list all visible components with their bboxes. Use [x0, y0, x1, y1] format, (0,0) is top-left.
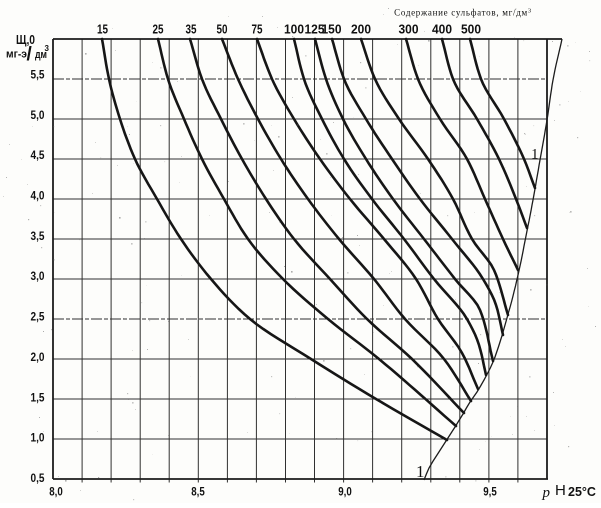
svg-text:Щ,0: Щ,0 — [16, 32, 35, 47]
svg-text:5,0: 5,0 — [31, 108, 45, 122]
svg-text:H: H — [555, 482, 566, 499]
svg-text:0,5: 0,5 — [31, 471, 45, 485]
svg-text:1: 1 — [531, 147, 539, 163]
svg-text:75: 75 — [252, 23, 263, 37]
svg-text:125: 125 — [305, 23, 325, 37]
svg-text:1: 1 — [416, 462, 425, 481]
svg-text:4,0: 4,0 — [31, 189, 45, 203]
svg-text:3,5: 3,5 — [31, 229, 45, 243]
svg-text:2,5: 2,5 — [31, 310, 45, 324]
svg-text:15: 15 — [97, 23, 108, 37]
svg-text:1,0: 1,0 — [31, 431, 45, 445]
svg-text:2,0: 2,0 — [31, 350, 45, 364]
svg-text:150: 150 — [322, 23, 342, 37]
svg-text:1,5: 1,5 — [31, 390, 45, 404]
svg-text:Содержание сульфатов, мг/дм3: Содержание сульфатов, мг/дм3 — [394, 8, 532, 18]
svg-text:p: p — [542, 485, 551, 501]
svg-text:дм: дм — [35, 49, 47, 61]
svg-text:3,0: 3,0 — [31, 269, 45, 283]
svg-text:50: 50 — [217, 23, 228, 37]
svg-text:9,5: 9,5 — [483, 485, 497, 499]
svg-text:9,0: 9,0 — [338, 485, 352, 499]
svg-text:5,5: 5,5 — [31, 68, 45, 82]
svg-text:400: 400 — [432, 23, 452, 37]
svg-text:4,5: 4,5 — [31, 148, 45, 162]
svg-text:300: 300 — [399, 23, 419, 37]
svg-text:500: 500 — [461, 23, 481, 37]
svg-text:мг-э: мг-э — [6, 49, 27, 61]
svg-text:8,5: 8,5 — [191, 485, 205, 499]
svg-text:35: 35 — [186, 23, 197, 37]
svg-text:3: 3 — [45, 44, 50, 53]
svg-text:100: 100 — [284, 23, 304, 37]
svg-text:200: 200 — [351, 23, 371, 37]
svg-text:25: 25 — [153, 23, 164, 37]
svg-text:/: / — [27, 44, 33, 65]
svg-text:25°C: 25°C — [568, 485, 596, 499]
svg-text:8,0: 8,0 — [49, 485, 63, 499]
